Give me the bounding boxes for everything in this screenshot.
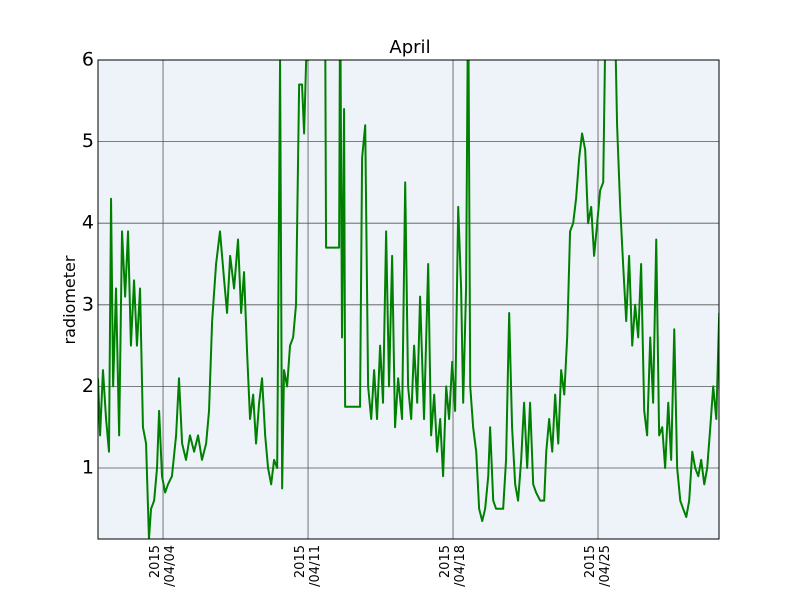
plot-frame — [97, 59, 720, 540]
y-tick-label: 3 — [82, 293, 94, 315]
x-tick-label: 2015/04/04 — [148, 545, 178, 587]
y-tick-label: 4 — [82, 212, 94, 234]
y-tick-label: 2 — [82, 375, 94, 397]
x-tick-label: 2015/04/11 — [293, 545, 323, 587]
x-tick-label: 2015/04/18 — [438, 545, 468, 587]
y-tick-label: 5 — [82, 130, 94, 152]
data-line — [98, 60, 719, 539]
y-tick-label: 6 — [82, 49, 94, 71]
chart-title: April — [389, 37, 430, 58]
x-tick-label: 2015/04/25 — [583, 545, 613, 587]
y-axis-label: radiometer — [60, 255, 79, 344]
y-tick-label: 1 — [82, 457, 94, 479]
